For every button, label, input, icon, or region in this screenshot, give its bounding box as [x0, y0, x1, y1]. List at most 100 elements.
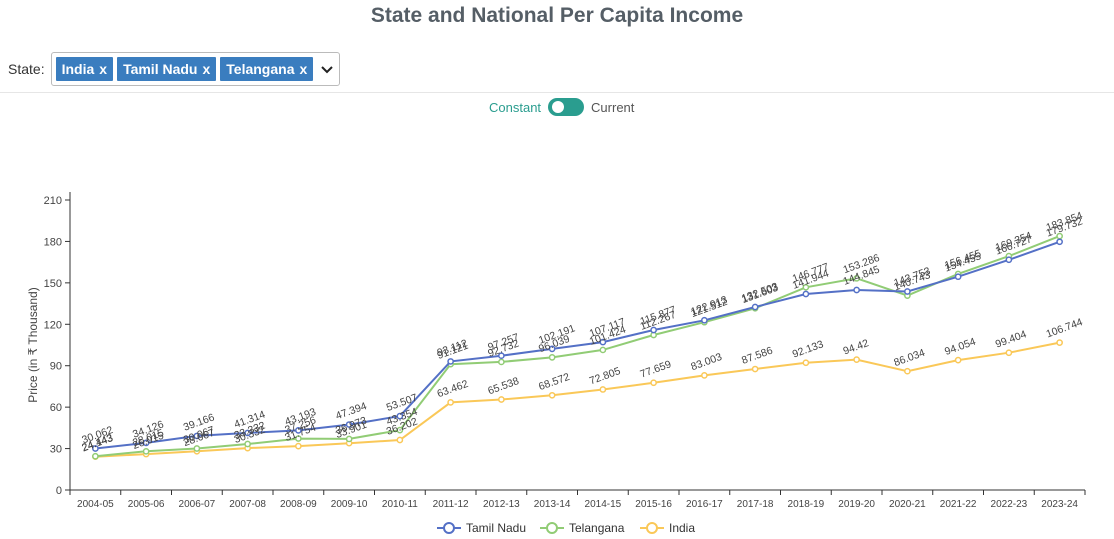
- data-label: 106.744: [1045, 316, 1085, 340]
- chevron-down-icon[interactable]: [319, 61, 335, 77]
- series-line-india: [95, 341, 1060, 458]
- x-tick-label: 2015-16: [635, 499, 672, 510]
- x-tick-label: 2004-05: [77, 499, 114, 510]
- data-point: [853, 286, 860, 294]
- x-tick-label: 2005-06: [128, 499, 165, 510]
- y-tick-label: 180: [44, 236, 62, 248]
- chip-label: Telangana: [226, 61, 295, 77]
- y-tick-label: 120: [44, 319, 62, 331]
- legend-item-tamil-nadu: Tamil Nadu: [466, 521, 526, 535]
- y-tick-label: 30: [50, 444, 62, 456]
- data-point: [295, 427, 302, 434]
- series-line-telangana: [95, 235, 1060, 458]
- data-point: [904, 367, 911, 375]
- chip-label: India: [61, 61, 95, 77]
- x-tick-label: 2023-24: [1041, 499, 1078, 510]
- data-point: [650, 326, 657, 334]
- state-filter: State: India x Tamil Nadu x Telangana x: [8, 52, 341, 86]
- x-tick-label: 2013-14: [534, 499, 571, 510]
- data-label: 94.42: [842, 337, 871, 357]
- page-title: State and National Per Capita Income: [370, 4, 744, 27]
- data-point: [548, 354, 556, 361]
- data-point: [396, 436, 404, 444]
- x-tick-label: 2007-08: [229, 499, 266, 510]
- data-label: 83.003: [689, 351, 723, 373]
- x-tick-label: 2016-17: [686, 499, 723, 510]
- data-point: [853, 356, 860, 363]
- data-point: [701, 316, 708, 324]
- data-point: [498, 396, 505, 403]
- data-point: [701, 372, 708, 379]
- state-filter-label: State:: [8, 61, 45, 77]
- legend-marker: [443, 522, 455, 534]
- chip-label: Tamil Nadu: [123, 61, 198, 77]
- divider: [0, 92, 1114, 93]
- toggle-knob: [552, 101, 565, 113]
- data-label: 63.462: [436, 378, 470, 400]
- data-point: [802, 290, 810, 298]
- data-point: [244, 440, 251, 448]
- chip-remove-tamil-nadu[interactable]: x: [202, 61, 211, 77]
- x-tick-label: 2021-22: [940, 499, 977, 510]
- x-tick-label: 2006-07: [179, 499, 216, 510]
- data-point: [92, 452, 99, 460]
- data-point: [1056, 339, 1063, 346]
- x-tick-label: 2014-15: [585, 499, 622, 510]
- data-point: [396, 426, 404, 434]
- x-tick-label: 2012-13: [483, 499, 520, 510]
- x-tick-label: 2020-21: [889, 499, 926, 510]
- price-toggle: Constant Current: [489, 98, 634, 116]
- data-label: 99.404: [994, 328, 1028, 350]
- data-point: [802, 283, 810, 291]
- legend-item-telangana: Telangana: [569, 521, 625, 535]
- data-point: [954, 273, 962, 281]
- y-tick-label: 0: [56, 485, 62, 497]
- legend-marker: [546, 522, 558, 534]
- x-tick-label: 2011-12: [433, 499, 469, 510]
- data-label: 77.659: [639, 358, 673, 380]
- data-label: 87.586: [740, 345, 774, 367]
- data-point: [498, 358, 505, 366]
- state-multiselect[interactable]: India x Tamil Nadu x Telangana x: [50, 52, 341, 86]
- data-point: [751, 365, 759, 373]
- data-point: [853, 274, 860, 282]
- y-tick-label: 60: [50, 402, 62, 414]
- data-point: [751, 303, 759, 311]
- data-point: [1005, 349, 1013, 357]
- data-point: [295, 435, 302, 442]
- legend-item-india: India: [669, 521, 695, 535]
- data-point: [1056, 238, 1063, 246]
- data-label: 92.133: [791, 338, 825, 360]
- data-point: [447, 358, 454, 365]
- chip-india: India x: [55, 57, 114, 81]
- y-tick-label: 150: [44, 278, 62, 290]
- x-tick-label: 2008-09: [280, 499, 317, 510]
- toggle-switch[interactable]: [548, 98, 585, 116]
- data-point: [904, 288, 911, 295]
- x-tick-label: 2009-10: [331, 499, 368, 510]
- series-line-tamil-nadu: [95, 240, 1060, 450]
- x-tick-label: 2018-19: [788, 499, 825, 510]
- x-tick-label: 2022-23: [991, 499, 1028, 510]
- data-point: [1005, 256, 1013, 264]
- data-point: [396, 412, 404, 420]
- data-point: [954, 356, 962, 364]
- y-tick-label: 90: [50, 361, 62, 373]
- legend-marker: [646, 522, 658, 534]
- data-point: [548, 345, 556, 353]
- data-point: [650, 379, 657, 387]
- x-tick-label: 2019-20: [838, 499, 875, 510]
- chip-remove-india[interactable]: x: [99, 61, 108, 77]
- chip-tamil-nadu: Tamil Nadu x: [117, 57, 217, 81]
- data-point: [599, 386, 607, 393]
- data-point: [295, 442, 302, 450]
- chip-remove-telangana[interactable]: x: [299, 61, 308, 77]
- data-label: 86.034: [892, 347, 926, 369]
- x-tick-label: 2017-18: [737, 499, 774, 510]
- data-point: [244, 429, 251, 437]
- toggle-current-label[interactable]: Current: [591, 99, 635, 115]
- data-point: [802, 359, 810, 367]
- toggle-constant-label[interactable]: Constant: [489, 99, 542, 115]
- data-point: [142, 447, 150, 455]
